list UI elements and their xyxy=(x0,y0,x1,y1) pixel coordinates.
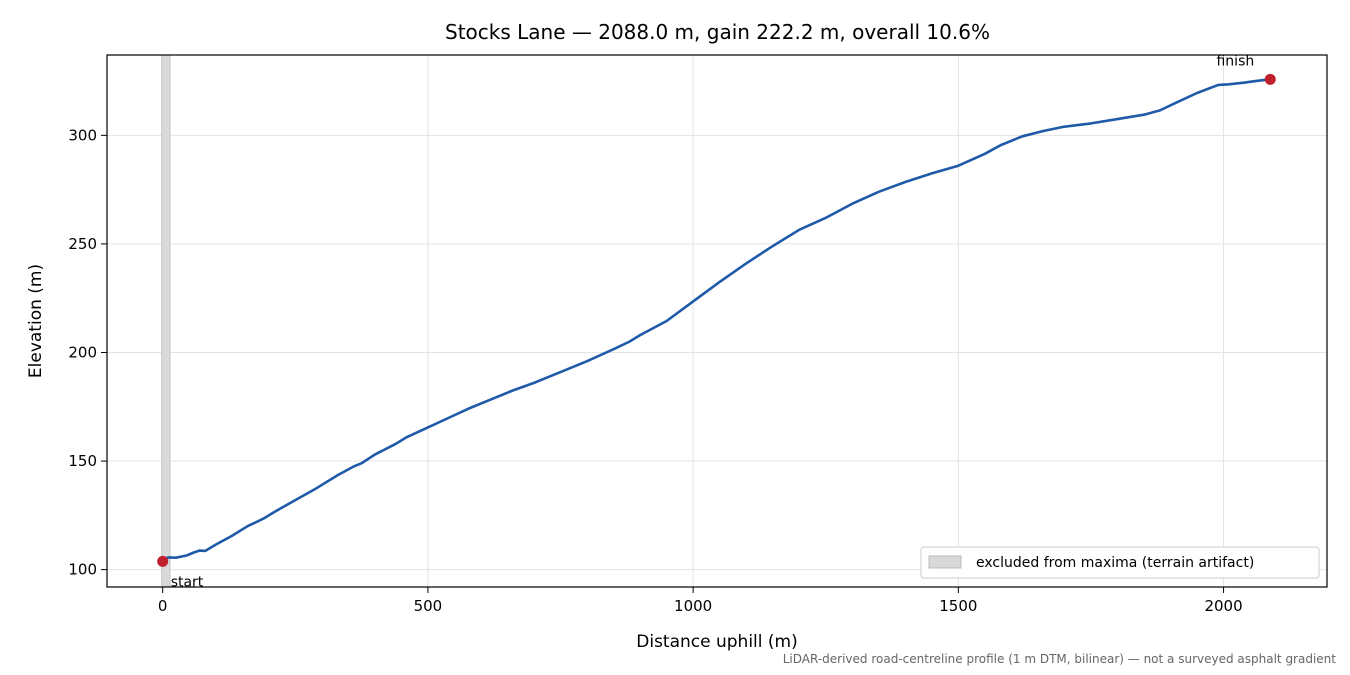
x-tick-label: 2000 xyxy=(1204,597,1242,615)
axis-ticks: 0 500 1000 1500 2000 100 150 200 250 300 xyxy=(68,126,1242,615)
elevation-line xyxy=(161,78,1271,563)
annotation-group: start finish xyxy=(171,53,1255,590)
start-label: start xyxy=(171,574,204,590)
x-tick-label: 1500 xyxy=(939,597,977,615)
x-tick-label: 1000 xyxy=(674,597,712,615)
footnote: LiDAR-derived road-centreline profile (1… xyxy=(782,652,1336,666)
plot-frame xyxy=(106,54,1328,588)
y-tick-label: 100 xyxy=(68,561,97,579)
legend-swatch xyxy=(928,555,962,569)
y-tick-label: 150 xyxy=(68,452,97,470)
y-tick-label: 300 xyxy=(68,126,97,144)
y-axis-label: Elevation (m) xyxy=(26,264,46,378)
x-tick-label: 500 xyxy=(414,597,443,615)
marker-group xyxy=(157,73,1276,567)
x-tick-label: 0 xyxy=(158,597,168,615)
y-tick-label: 250 xyxy=(68,235,97,253)
y-tick-label: 200 xyxy=(68,343,97,361)
legend-label: excluded from maxima (terrain artifact) xyxy=(976,555,1254,571)
finish-marker xyxy=(1264,73,1276,85)
legend-box xyxy=(920,546,1320,579)
excluded-band-rect xyxy=(161,54,171,588)
start-marker xyxy=(157,555,169,567)
legend: excluded from maxima (terrain artifact) xyxy=(920,546,1320,579)
series-group xyxy=(161,78,1271,563)
grid-lines xyxy=(107,55,1327,587)
excluded-band xyxy=(161,54,171,588)
x-axis-label: Distance uphill (m) xyxy=(636,632,797,652)
finish-label: finish xyxy=(1216,53,1254,69)
chart-title: Stocks Lane — 2088.0 m, gain 222.2 m, ov… xyxy=(445,20,990,44)
